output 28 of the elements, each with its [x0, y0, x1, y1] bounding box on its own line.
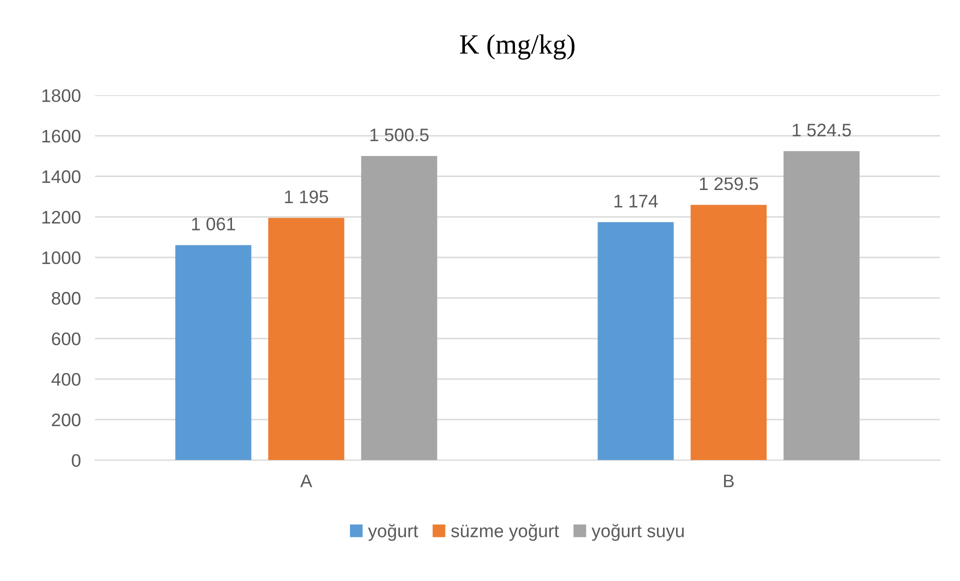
y-tick-label: 1800 [42, 89, 80, 102]
y-tick-label: 600 [52, 332, 80, 346]
y-tick-label: 200 [52, 414, 80, 426]
legend-label: yoğurt suyu [592, 524, 684, 541]
x-tick-label: A [300, 474, 312, 488]
bar [784, 151, 860, 460]
legend-label: süzme yoğurt [451, 524, 559, 541]
y-tick-label: 800 [52, 292, 80, 305]
legend-label: yoğurt [368, 524, 418, 541]
bar [598, 222, 674, 460]
y-tick-label: 400 [51, 373, 80, 386]
data-label: 1 174 [614, 194, 658, 208]
y-tick-label: 1200 [42, 210, 80, 224]
y-tick-label: 1000 [42, 251, 80, 264]
data-label: 1 524.5 [792, 124, 851, 136]
bar [175, 245, 252, 460]
data-label: 1 500.5 [370, 128, 429, 142]
chart-title: K (mg/kg) [460, 34, 574, 60]
bar [268, 218, 344, 460]
data-label: 1 195 [285, 190, 328, 204]
y-tick-label: 0 [72, 454, 80, 467]
data-label: 1 061 [192, 218, 236, 230]
x-tick-label: B [724, 474, 734, 488]
data-label: 1 259.5 [700, 177, 758, 190]
y-tick-label: 1400 [42, 170, 80, 184]
bar [690, 204, 767, 460]
bar [361, 156, 438, 460]
y-tick-label: 1600 [42, 130, 80, 143]
